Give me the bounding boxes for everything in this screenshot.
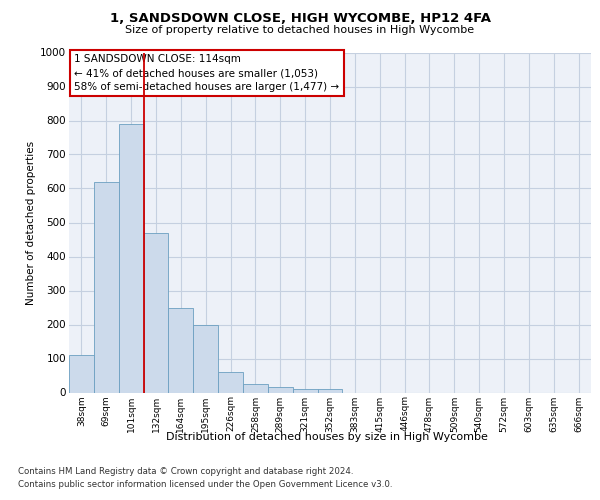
- Text: Size of property relative to detached houses in High Wycombe: Size of property relative to detached ho…: [125, 25, 475, 35]
- Text: Contains public sector information licensed under the Open Government Licence v3: Contains public sector information licen…: [18, 480, 392, 489]
- Bar: [119, 124, 143, 392]
- Bar: [293, 389, 317, 392]
- Bar: [143, 232, 169, 392]
- Text: 1 SANDSDOWN CLOSE: 114sqm
← 41% of detached houses are smaller (1,053)
58% of se: 1 SANDSDOWN CLOSE: 114sqm ← 41% of detac…: [74, 54, 340, 92]
- Bar: [94, 182, 119, 392]
- Bar: [69, 355, 94, 393]
- Bar: [193, 324, 218, 392]
- Bar: [268, 388, 293, 392]
- Bar: [169, 308, 193, 392]
- Bar: [243, 384, 268, 392]
- Text: Distribution of detached houses by size in High Wycombe: Distribution of detached houses by size …: [166, 432, 488, 442]
- Bar: [317, 389, 343, 392]
- Text: Contains HM Land Registry data © Crown copyright and database right 2024.: Contains HM Land Registry data © Crown c…: [18, 468, 353, 476]
- Text: 1, SANDSDOWN CLOSE, HIGH WYCOMBE, HP12 4FA: 1, SANDSDOWN CLOSE, HIGH WYCOMBE, HP12 4…: [110, 12, 491, 26]
- Bar: [218, 372, 243, 392]
- Y-axis label: Number of detached properties: Number of detached properties: [26, 140, 36, 304]
